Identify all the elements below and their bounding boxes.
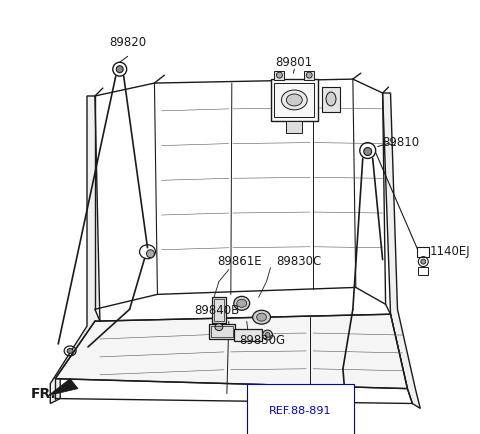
Polygon shape <box>48 379 78 395</box>
Ellipse shape <box>67 349 73 353</box>
Text: 89801: 89801 <box>275 56 312 69</box>
Polygon shape <box>50 96 100 404</box>
Bar <box>271 79 318 121</box>
Text: 89830G: 89830G <box>239 334 285 347</box>
Bar <box>417 247 429 256</box>
Text: 89820: 89820 <box>109 36 146 49</box>
Text: REF.88-891: REF.88-891 <box>269 407 332 417</box>
Text: FR.: FR. <box>30 387 56 401</box>
Bar <box>322 87 340 112</box>
Text: 89861E: 89861E <box>217 255 262 268</box>
Text: 89840B: 89840B <box>194 304 240 317</box>
Bar <box>275 71 284 80</box>
Polygon shape <box>55 314 408 388</box>
Bar <box>209 324 235 339</box>
Ellipse shape <box>234 296 250 310</box>
Ellipse shape <box>257 313 266 321</box>
Ellipse shape <box>364 148 372 155</box>
Text: 89830C: 89830C <box>276 255 322 268</box>
Bar <box>287 121 302 133</box>
Bar <box>418 266 428 275</box>
Ellipse shape <box>215 324 223 331</box>
Ellipse shape <box>116 66 123 72</box>
Bar <box>211 326 233 337</box>
Ellipse shape <box>252 310 271 324</box>
Ellipse shape <box>281 90 307 110</box>
Ellipse shape <box>276 72 282 78</box>
Ellipse shape <box>287 94 302 106</box>
Text: 1140EJ: 1140EJ <box>429 245 470 258</box>
Bar <box>212 297 226 323</box>
Ellipse shape <box>306 72 312 78</box>
Ellipse shape <box>421 259 426 264</box>
Bar <box>234 329 262 341</box>
Text: 89810: 89810 <box>383 135 420 148</box>
Ellipse shape <box>237 299 247 307</box>
Ellipse shape <box>263 330 273 340</box>
Polygon shape <box>383 93 420 408</box>
Ellipse shape <box>146 250 155 258</box>
Bar <box>275 83 314 117</box>
Text: REF.88-891: REF.88-891 <box>269 407 332 417</box>
Ellipse shape <box>326 92 336 106</box>
Ellipse shape <box>265 332 270 338</box>
Ellipse shape <box>343 411 348 416</box>
Bar <box>214 299 224 321</box>
Bar <box>304 71 314 80</box>
